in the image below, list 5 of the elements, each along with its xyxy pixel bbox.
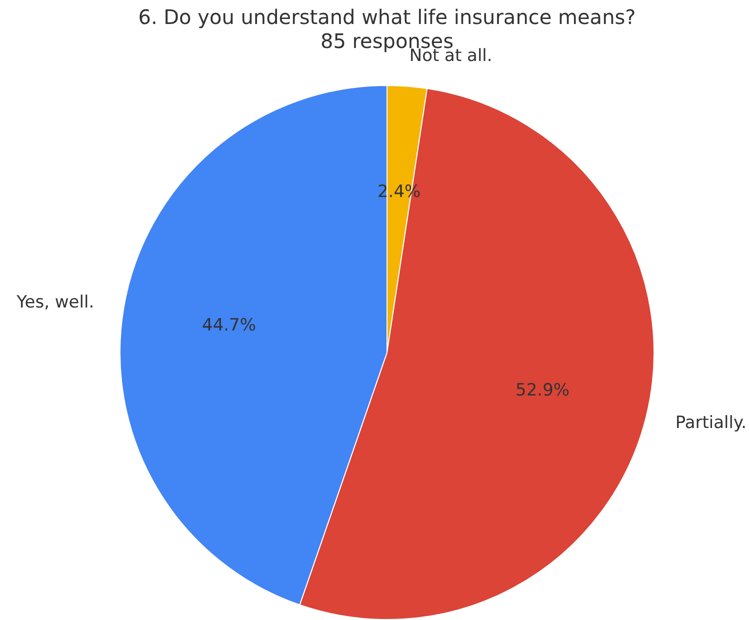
data-label: 52.9% (516, 380, 570, 400)
slice-label: Partially. (675, 413, 747, 434)
chart-title: 6. Do you understand what life insurance means? (138, 5, 636, 29)
data-label: 44.7% (202, 315, 256, 336)
slice-label: Yes, well. (16, 292, 94, 313)
